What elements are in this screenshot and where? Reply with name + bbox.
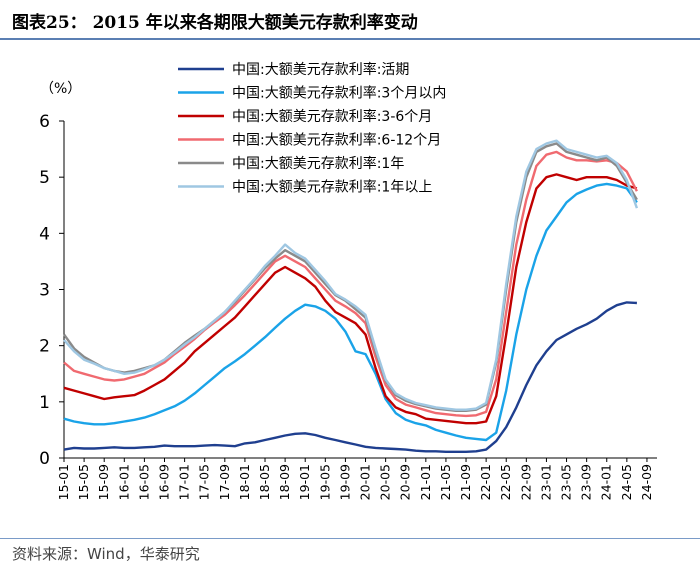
- x-tick-label: 22-01: [478, 464, 493, 500]
- x-tick-label: 17-01: [177, 464, 192, 500]
- axes: 0 1 2 3 4 5 6 15-01 15-05 15-09 16-01 16-05 16-09 17-…: [39, 112, 657, 500]
- x-tick-label: 23-01: [538, 464, 553, 500]
- y-tick-label: 6: [39, 112, 50, 132]
- x-tick-label: 16-01: [116, 464, 131, 500]
- x-tick-label: 15-05: [76, 464, 91, 500]
- y-tick-label: 2: [39, 337, 50, 357]
- x-tick-label: 23-09: [579, 464, 594, 500]
- series-line-3: [63, 150, 638, 418]
- x-tick-label: 19-05: [317, 464, 332, 500]
- x-tick-label: 18-09: [277, 464, 292, 500]
- series-line-5: [63, 139, 639, 411]
- legend: 中国:大额美元存款利率:活期中国:大额美元存款利率:3个月以内中国:大额美元存款…: [178, 61, 446, 196]
- x-tick-label: 16-09: [157, 464, 172, 500]
- legend-label: 中国:大额美元存款利率:1年以上: [232, 179, 432, 196]
- x-tick-label: 19-01: [297, 464, 312, 500]
- legend-label: 中国:大额美元存款利率:1年: [232, 155, 404, 172]
- y-axis-unit: （%）: [40, 81, 81, 97]
- x-tick-label: 24-05: [619, 464, 634, 500]
- series-line-2: [63, 173, 638, 425]
- footer-rule: [0, 538, 700, 539]
- series-line-0: [63, 301, 637, 453]
- x-tick-label: 24-01: [599, 464, 614, 500]
- y-tick-label: 1: [39, 393, 50, 413]
- series-lines: [63, 139, 639, 453]
- x-tick-label: 20-09: [398, 464, 413, 500]
- x-tick-label: 24-09: [639, 464, 654, 500]
- source-note: 资料来源：Wind，华泰研究: [12, 545, 200, 563]
- y-tick-label: 4: [39, 224, 50, 244]
- legend-label: 中国:大额美元存款利率:3-6个月: [232, 108, 432, 125]
- series-line-1: [63, 182, 638, 442]
- x-tick-label: 22-09: [518, 464, 533, 500]
- x-tick-label: 20-01: [358, 464, 373, 500]
- x-tick-label: 20-05: [378, 464, 393, 500]
- x-tick-label: 15-09: [96, 464, 111, 500]
- x-tick-label: 23-05: [559, 464, 574, 500]
- x-tick-label: 21-05: [438, 464, 453, 500]
- x-tick-label: 19-09: [337, 464, 352, 500]
- x-tick-label: 21-01: [418, 464, 433, 500]
- x-tick-label: 18-01: [237, 464, 252, 500]
- x-tick-label: 17-05: [197, 464, 212, 500]
- x-tick-label: 15-01: [56, 464, 71, 500]
- y-tick-label: 5: [39, 168, 50, 188]
- x-tick-label: 17-09: [217, 464, 232, 500]
- chart-title: 图表25： 2015 年以来各期限大额美元存款利率变动: [12, 13, 418, 33]
- y-tick-label: 0: [39, 449, 50, 469]
- legend-label: 中国:大额美元存款利率:3个月以内: [232, 85, 446, 102]
- legend-label: 中国:大额美元存款利率:活期: [232, 61, 409, 78]
- header-rule: [0, 38, 700, 40]
- x-tick-label: 21-09: [458, 464, 473, 500]
- x-tick-label: 22-05: [498, 464, 513, 500]
- legend-label: 中国:大额美元存款利率:6-12个月: [232, 132, 441, 149]
- x-tick-label: 18-05: [257, 464, 272, 500]
- line-chart: 0 1 2 3 4 5 6 15-01 15-05 15-09 16-01 16-05 16-09 17-…: [39, 61, 657, 500]
- y-tick-label: 3: [39, 281, 50, 301]
- x-tick-label: 16-05: [136, 464, 151, 500]
